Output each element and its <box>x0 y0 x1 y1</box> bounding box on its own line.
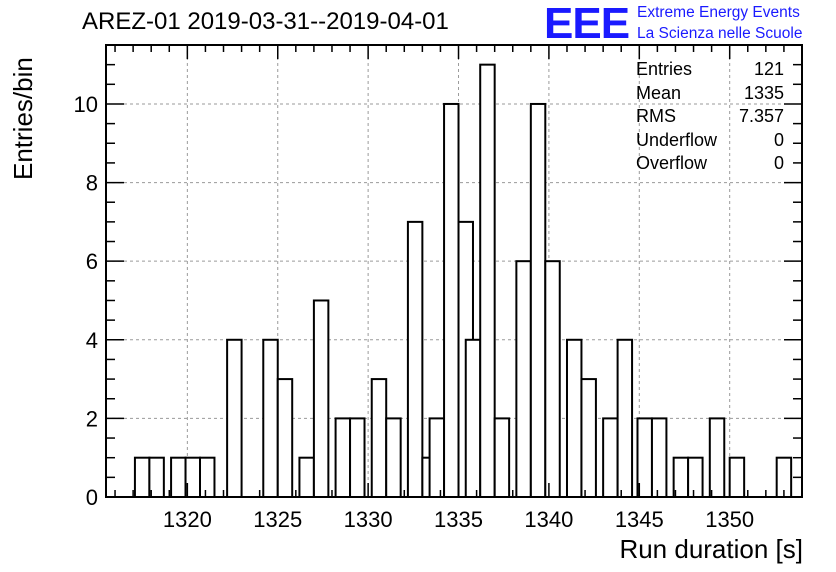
stat-value: 121 <box>753 59 784 79</box>
plot-frame <box>105 44 803 498</box>
histogram-bar <box>312 299 330 499</box>
axes: 1320 1325 1330 1335 1340 1345 1350 0 2 4 6 8 10 <box>74 44 803 532</box>
y-tick-label: 2 <box>86 406 98 431</box>
histogram-bar <box>276 378 294 498</box>
histogram-bar <box>708 417 726 498</box>
histogram-bar <box>133 456 151 498</box>
histogram-bar <box>406 220 424 498</box>
x-tick-label: 1345 <box>615 507 664 532</box>
stat-row-overflow: Overflow 0 <box>636 152 784 176</box>
histogram-bar <box>515 260 532 498</box>
histogram-bar <box>544 260 561 498</box>
histogram-bar <box>529 102 547 499</box>
x-tick-label: 1325 <box>253 507 302 532</box>
histogram-bar <box>370 378 388 498</box>
y-tick-label: 8 <box>86 171 98 196</box>
histogram-bar <box>226 338 243 499</box>
histogram-bar <box>728 456 746 498</box>
stat-value: 0 <box>773 153 784 173</box>
logo-text-line2: La Scienza nelle Scuole <box>637 25 803 42</box>
histogram-bar <box>650 417 668 498</box>
stat-row-underflow: Underflow 0 <box>636 129 784 153</box>
stat-row-rms: RMS 7.357 <box>636 105 784 129</box>
stat-value: 0 <box>773 129 784 150</box>
histogram-bar <box>565 338 583 499</box>
histogram-bar <box>334 417 352 498</box>
histogram-bar <box>262 338 279 499</box>
x-tick-label: 1350 <box>705 507 754 532</box>
histogram-bar <box>199 456 216 498</box>
chart-title: AREZ-01 2019-03-31--2019-04-01 <box>82 8 449 35</box>
eee-logo: EEE Extreme Energy Events La Scienza nel… <box>544 2 834 46</box>
stat-value: 1335 <box>743 82 784 103</box>
stat-label: Overflow <box>636 153 708 173</box>
stat-label: Entries <box>636 59 693 79</box>
histogram-bar <box>687 456 704 498</box>
y-tick-label: 0 <box>86 485 98 510</box>
histogram-bars <box>133 63 793 499</box>
histogram-bar <box>298 456 315 498</box>
logo-text-line1: Extreme Energy Events <box>637 4 800 21</box>
histogram-bar <box>349 417 366 498</box>
histogram-bar <box>443 102 460 499</box>
y-tick-label: 10 <box>74 92 98 117</box>
histogram-bar <box>616 338 634 499</box>
stat-label: Mean <box>636 82 682 103</box>
histogram-bar <box>580 378 597 498</box>
histogram-bar <box>464 338 482 499</box>
stats-box: Entries 121 Mean 1335 RMS 7.357 Underflo… <box>636 58 784 176</box>
y-tick-label: 6 <box>86 249 98 274</box>
histogram-bar <box>170 456 187 498</box>
histogram-bar <box>493 417 511 498</box>
x-axis-label: Run duration [s] <box>619 534 803 564</box>
y-axis-label: Entries/bin <box>8 57 38 180</box>
histogram-bar <box>428 417 446 498</box>
x-tick-label: 1335 <box>434 507 483 532</box>
stat-label: Underflow <box>636 129 718 150</box>
stat-value: 7.357 <box>738 106 784 126</box>
histogram-bar <box>479 63 496 499</box>
eee-logo-mark: EEE <box>544 0 630 48</box>
stat-row-mean: Mean 1335 <box>636 82 784 106</box>
x-tick-label: 1340 <box>524 507 573 532</box>
histogram-bar <box>602 417 619 498</box>
stat-label: RMS <box>636 106 676 126</box>
x-tick-label: 1330 <box>344 507 393 532</box>
x-tick-label: 1320 <box>163 507 212 532</box>
stat-row-entries: Entries 121 <box>636 58 784 82</box>
y-tick-label: 4 <box>86 328 98 353</box>
histogram-bar <box>385 417 402 498</box>
